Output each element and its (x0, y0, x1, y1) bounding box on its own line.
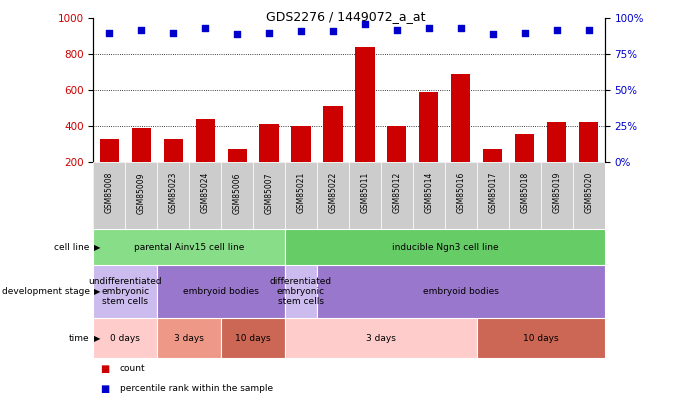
Text: ▶: ▶ (94, 243, 100, 252)
Bar (285, 229, 605, 265)
Text: parental Ainv15 cell line: parental Ainv15 cell line (134, 243, 245, 252)
Point (231, 31, 243, 37)
Bar (221, 318, 285, 358)
Bar (355, 47, 375, 198)
Text: differentiated
embryonic
stem cells: differentiated embryonic stem cells (270, 277, 332, 307)
Bar (221, 162, 253, 229)
Bar (573, 162, 605, 229)
Text: GSM85016: GSM85016 (456, 172, 465, 213)
Bar (93, 229, 285, 265)
Text: GSM85012: GSM85012 (392, 172, 401, 213)
Bar (158, 318, 221, 358)
Point (135, 26, 146, 33)
Text: 3 days: 3 days (366, 334, 396, 343)
Text: GSM85020: GSM85020 (584, 172, 593, 213)
Bar (196, 119, 215, 198)
Text: GSM85022: GSM85022 (328, 172, 337, 213)
Point (200, 25, 211, 32)
Bar (547, 122, 566, 198)
Text: GSM85021: GSM85021 (296, 172, 305, 213)
Bar (227, 149, 247, 198)
Text: ▶: ▶ (94, 334, 100, 343)
Point (263, 30, 274, 36)
Point (583, 26, 594, 33)
Bar (323, 106, 343, 198)
Bar (381, 162, 413, 229)
Text: GSM85023: GSM85023 (169, 172, 178, 213)
Bar (93, 162, 125, 229)
Bar (317, 265, 605, 318)
Bar (158, 162, 189, 229)
Text: GSM85008: GSM85008 (105, 172, 114, 213)
Bar (125, 162, 158, 229)
Bar (131, 128, 151, 198)
Bar (285, 162, 317, 229)
Point (551, 26, 562, 33)
Bar (349, 162, 381, 229)
Bar (509, 162, 540, 229)
Text: GSM85011: GSM85011 (361, 172, 370, 213)
Text: undifferentiated
embryonic
stem cells: undifferentiated embryonic stem cells (88, 277, 162, 307)
Text: GSM85018: GSM85018 (520, 172, 529, 213)
Text: GSM85024: GSM85024 (200, 172, 209, 213)
Point (296, 28, 307, 34)
Bar (515, 134, 534, 198)
Bar (158, 265, 285, 318)
Bar (540, 162, 573, 229)
Point (519, 30, 530, 36)
Bar (413, 162, 445, 229)
Text: GSM85014: GSM85014 (424, 172, 433, 213)
Point (168, 30, 179, 36)
Bar (387, 126, 406, 198)
Text: cell line: cell line (55, 243, 90, 252)
Bar (285, 318, 477, 358)
Bar (93, 265, 158, 318)
Point (487, 31, 498, 37)
Text: time: time (69, 334, 90, 343)
Bar (477, 162, 509, 229)
Bar (483, 149, 502, 198)
Bar (189, 162, 221, 229)
Text: GDS2276 / 1449072_a_at: GDS2276 / 1449072_a_at (266, 10, 425, 23)
Bar (292, 126, 310, 198)
Bar (253, 162, 285, 229)
Text: ▶: ▶ (94, 287, 100, 296)
Text: embryoid bodies: embryoid bodies (423, 287, 499, 296)
Point (391, 26, 402, 33)
Point (104, 30, 115, 36)
Text: GSM85019: GSM85019 (552, 172, 561, 213)
Bar (477, 318, 605, 358)
Text: development stage: development stage (2, 287, 90, 296)
Bar (93, 318, 158, 358)
Bar (451, 74, 471, 198)
Text: inducible Ngn3 cell line: inducible Ngn3 cell line (392, 243, 498, 252)
Bar (285, 265, 317, 318)
Bar (579, 122, 598, 198)
Text: count: count (120, 364, 145, 373)
Bar (317, 162, 349, 229)
Text: percentile rank within the sample: percentile rank within the sample (120, 384, 273, 393)
Point (359, 21, 370, 27)
Text: 10 days: 10 days (523, 334, 558, 343)
Text: GSM85006: GSM85006 (233, 172, 242, 213)
Text: GSM85007: GSM85007 (265, 172, 274, 213)
Text: 0 days: 0 days (111, 334, 140, 343)
Point (424, 25, 435, 32)
Point (455, 25, 466, 32)
Text: embryoid bodies: embryoid bodies (183, 287, 259, 296)
Bar (445, 162, 477, 229)
Bar (259, 124, 278, 198)
Text: 10 days: 10 days (235, 334, 271, 343)
Bar (164, 139, 182, 198)
Point (328, 28, 339, 34)
Text: GSM85017: GSM85017 (489, 172, 498, 213)
Text: ■: ■ (100, 384, 109, 394)
Text: ■: ■ (100, 364, 109, 373)
Bar (100, 139, 119, 198)
Text: GSM85009: GSM85009 (137, 172, 146, 213)
Bar (419, 92, 438, 198)
Text: 3 days: 3 days (174, 334, 204, 343)
